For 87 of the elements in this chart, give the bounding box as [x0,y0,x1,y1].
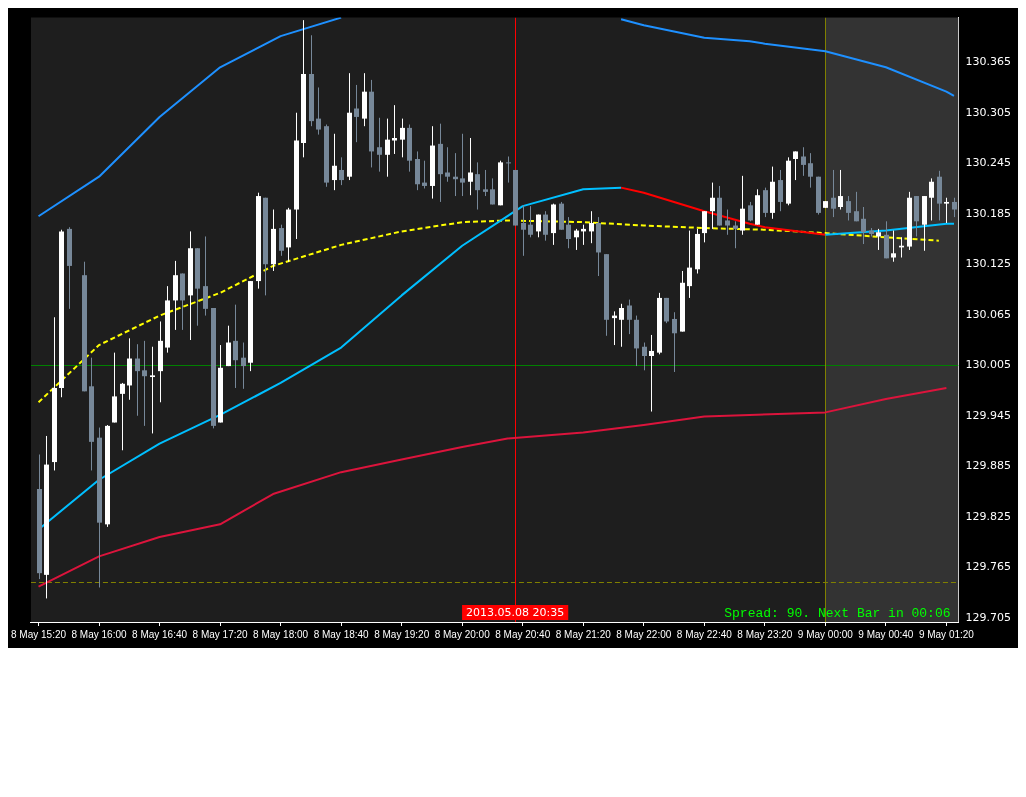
y-tick-label: 129.765 [965,560,1012,574]
candlestick [846,195,851,221]
x-tick-label: 9 May 00:40 [858,628,914,640]
candlestick [664,297,669,324]
x-tick-label: 8 May 22:40 [676,628,733,640]
candlestick [854,191,859,222]
candlestick [566,216,571,249]
candlestick [763,187,768,218]
candlestick [808,152,813,189]
candlestick [710,182,715,230]
candlestick [475,161,480,211]
y-tick-label: 130.065 [965,307,1012,321]
candlestick [801,146,806,177]
candlestick [506,155,511,184]
candlestick [392,104,397,155]
y-tick-label: 130.245 [965,156,1012,170]
x-tick-label: 8 May 16:00 [71,628,127,640]
candlestick [135,343,140,417]
y-tick-label: 130.125 [965,257,1012,271]
y-tick-label: 130.365 [965,55,1012,69]
annotation: Spread: 90. Next Bar in 00:06 [724,605,951,621]
candlestick [142,340,147,427]
candlestick [687,230,692,299]
x-tick-label: 9 May 00:00 [797,628,854,640]
y-tick-label: 129.825 [965,509,1012,523]
candlestick [521,204,526,257]
candlestick [944,197,949,224]
candlestick [740,175,745,236]
x-tick-label: 8 May 18:40 [313,628,370,640]
candlestick [627,299,632,335]
candlestick [120,382,125,451]
candlestick [619,303,624,348]
x-tick-label: 8 May 17:20 [192,628,249,640]
x-tick-label: 8 May 16:40 [132,628,188,640]
x-tick-label: 8 May 23:20 [737,628,793,640]
candlestick [445,146,450,183]
candlestick [952,197,957,218]
candlestick [861,206,866,245]
candlestick [589,210,594,244]
x-tick-label: 8 May 19:20 [374,628,430,640]
candlestick [543,210,548,242]
candlestick [385,118,390,178]
candlestick [490,177,495,205]
candlestick [876,228,881,251]
candlestick [483,169,488,197]
candlestick [793,150,798,181]
y-tick-label: 130.005 [965,358,1012,372]
x-tick-label: 8 May 20:40 [495,628,551,640]
candlestick [528,205,533,238]
candlestick [778,169,783,212]
candlestick [279,224,284,257]
candlestick [460,133,465,197]
candlestick [241,342,246,390]
candlestick [332,133,337,191]
x-tick-label: 8 May 20:00 [434,628,491,640]
candlestick [831,169,836,218]
candlestick [649,334,654,413]
x-tick-label: 8 May 21:20 [555,628,612,640]
candlestick [316,86,321,136]
x-tick-label: 8 May 15:20 [10,628,67,640]
x-tick-label: 9 May 01:20 [918,628,975,640]
candlestick [891,230,896,263]
candlestick [672,311,677,373]
candlestick [150,346,155,434]
y-tick-label: 129.885 [965,459,1012,473]
candlestick [884,220,889,259]
candlestick [377,117,382,173]
candlestick [642,342,647,371]
x-tick-label: 8 May 18:00 [253,628,309,640]
y-tick-label: 129.945 [965,408,1012,422]
candlestick [929,177,934,221]
candlestick [748,201,753,222]
ref-line-label: 2013.05.08 20:35 [466,605,565,619]
x-tick-label: 8 May 22:00 [616,628,672,640]
candlestick [233,304,238,389]
candlestick [354,84,359,143]
candlestick [400,118,405,158]
candlestick [203,235,208,317]
y-tick-label: 129.705 [965,610,1012,624]
candlestick [468,137,473,196]
candlestick [838,169,843,211]
candlestick [725,209,730,236]
candlestick [339,156,344,186]
candlestick [702,210,707,243]
y-tick-label: 130.185 [965,206,1012,220]
candlestick [226,325,231,367]
y-tick-label: 130.305 [965,105,1012,119]
